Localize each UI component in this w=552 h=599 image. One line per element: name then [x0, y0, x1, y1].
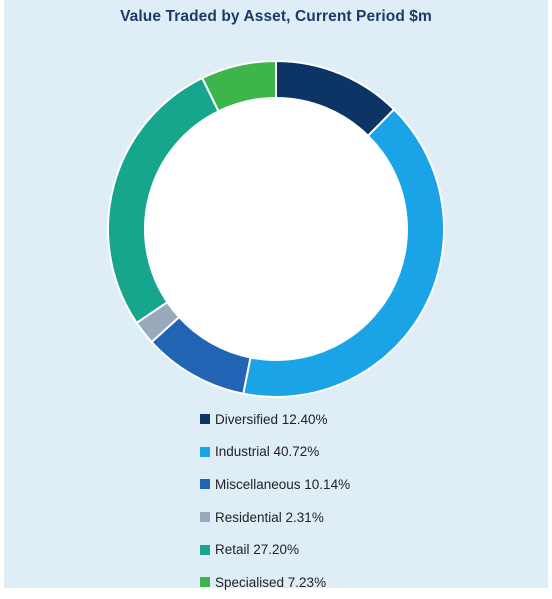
legend-label: Miscellaneous 10.14%: [215, 476, 351, 492]
donut-slice-specialised: [200, 59, 277, 113]
donut-hole: [146, 99, 406, 359]
legend-item-miscellaneous: Miscellaneous 10.14%: [200, 468, 350, 501]
legend-label: Diversified 12.40%: [215, 411, 328, 427]
legend-label: Residential 2.31%: [215, 509, 324, 525]
legend-item-industrial: Industrial 40.72%: [200, 436, 350, 469]
donut-chart: [107, 59, 445, 398]
legend-swatch: [200, 544, 210, 555]
legend-label: Industrial 40.72%: [215, 444, 320, 460]
legend-item-retail: Retail 27.20%: [200, 533, 350, 566]
legend-swatch: [200, 446, 210, 457]
chart-title: Value Traded by Asset, Current Period $m: [120, 8, 432, 25]
legend-swatch: [200, 479, 210, 490]
legend-label: Specialised 7.23%: [215, 574, 327, 590]
chart-legend: Diversified 12.40% Industrial 40.72% Misce…: [200, 403, 350, 599]
legend-swatch: [200, 577, 210, 588]
legend-swatch: [200, 414, 210, 425]
legend-label: Retail 27.20%: [215, 542, 300, 558]
legend-swatch: [200, 512, 210, 523]
legend-item-residential: Residential 2.31%: [200, 501, 350, 534]
legend-item-diversified: Diversified 12.40%: [200, 403, 350, 436]
chart-panel: Value Traded by Asset, Current Period $m…: [4, 0, 548, 590]
legend-item-specialised: Specialised 7.23%: [200, 566, 350, 599]
